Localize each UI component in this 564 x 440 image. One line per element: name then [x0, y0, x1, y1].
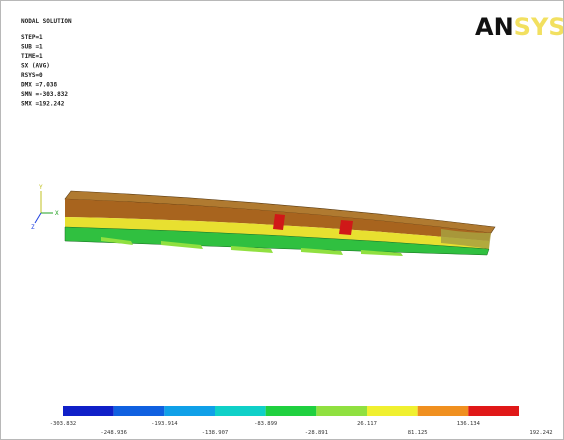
model-view: NODAL SOLUTION STEP=1 SUB =1 TIME=1 SX (AVG)…	[1, 1, 563, 439]
axis-triad	[35, 191, 53, 223]
legend-swatch	[266, 406, 317, 416]
legend-swatch	[418, 406, 469, 416]
legend-swatch	[215, 406, 266, 416]
beam-model	[65, 191, 495, 256]
info-line: SUB =1	[21, 44, 43, 51]
info-line: SMX =192.242	[21, 101, 65, 108]
legend-label: -138.907	[202, 430, 229, 436]
info-line: STEP=1	[21, 34, 43, 41]
legend-swatch	[367, 406, 418, 416]
legend-label: 26.117	[357, 421, 377, 427]
info-line: TIME=1	[21, 53, 43, 60]
triad-z: Z	[31, 224, 35, 231]
legend-swatch	[468, 406, 519, 416]
legend-swatch	[63, 406, 114, 416]
logo-light: SYS	[514, 13, 563, 41]
triad-x: X	[55, 210, 59, 217]
info-line: SX (AVG)	[21, 63, 50, 70]
legend-label: -248.936	[100, 430, 127, 436]
legend-label: 192.242	[529, 430, 552, 436]
plot-title: NODAL SOLUTION	[21, 18, 72, 25]
triad-y: Y	[39, 184, 43, 191]
legend-label: -193.914	[151, 421, 178, 427]
legend-label: -83.899	[254, 421, 277, 427]
legend-label: -303.832	[50, 421, 77, 427]
legend-label: 81.125	[408, 430, 428, 436]
info-line: SMN =-303.832	[21, 91, 68, 98]
info-line: RSYS=0	[21, 72, 43, 79]
legend-swatch	[114, 406, 165, 416]
legend-swatch	[316, 406, 367, 416]
logo-dark: AN	[475, 13, 514, 41]
ansys-logo: ANSYS	[475, 13, 563, 41]
ansys-viewport: NODAL SOLUTION STEP=1 SUB =1 TIME=1 SX (AVG)…	[0, 0, 564, 440]
legend-swatch	[164, 406, 215, 416]
legend-label: 136.134	[457, 421, 481, 427]
info-line: DMX =7.038	[21, 82, 58, 89]
legend-label: -28.891	[305, 430, 328, 436]
